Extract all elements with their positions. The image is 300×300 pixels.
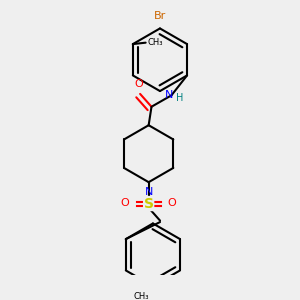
Text: N: N — [165, 90, 173, 100]
Text: O: O — [121, 198, 130, 208]
Text: O: O — [134, 79, 143, 89]
Text: N: N — [145, 187, 153, 197]
Text: CH₃: CH₃ — [147, 38, 163, 47]
Text: H: H — [176, 93, 183, 103]
Text: Br: Br — [154, 11, 166, 21]
Text: CH₃: CH₃ — [134, 292, 149, 300]
Text: O: O — [168, 198, 176, 208]
Text: S: S — [144, 196, 154, 211]
